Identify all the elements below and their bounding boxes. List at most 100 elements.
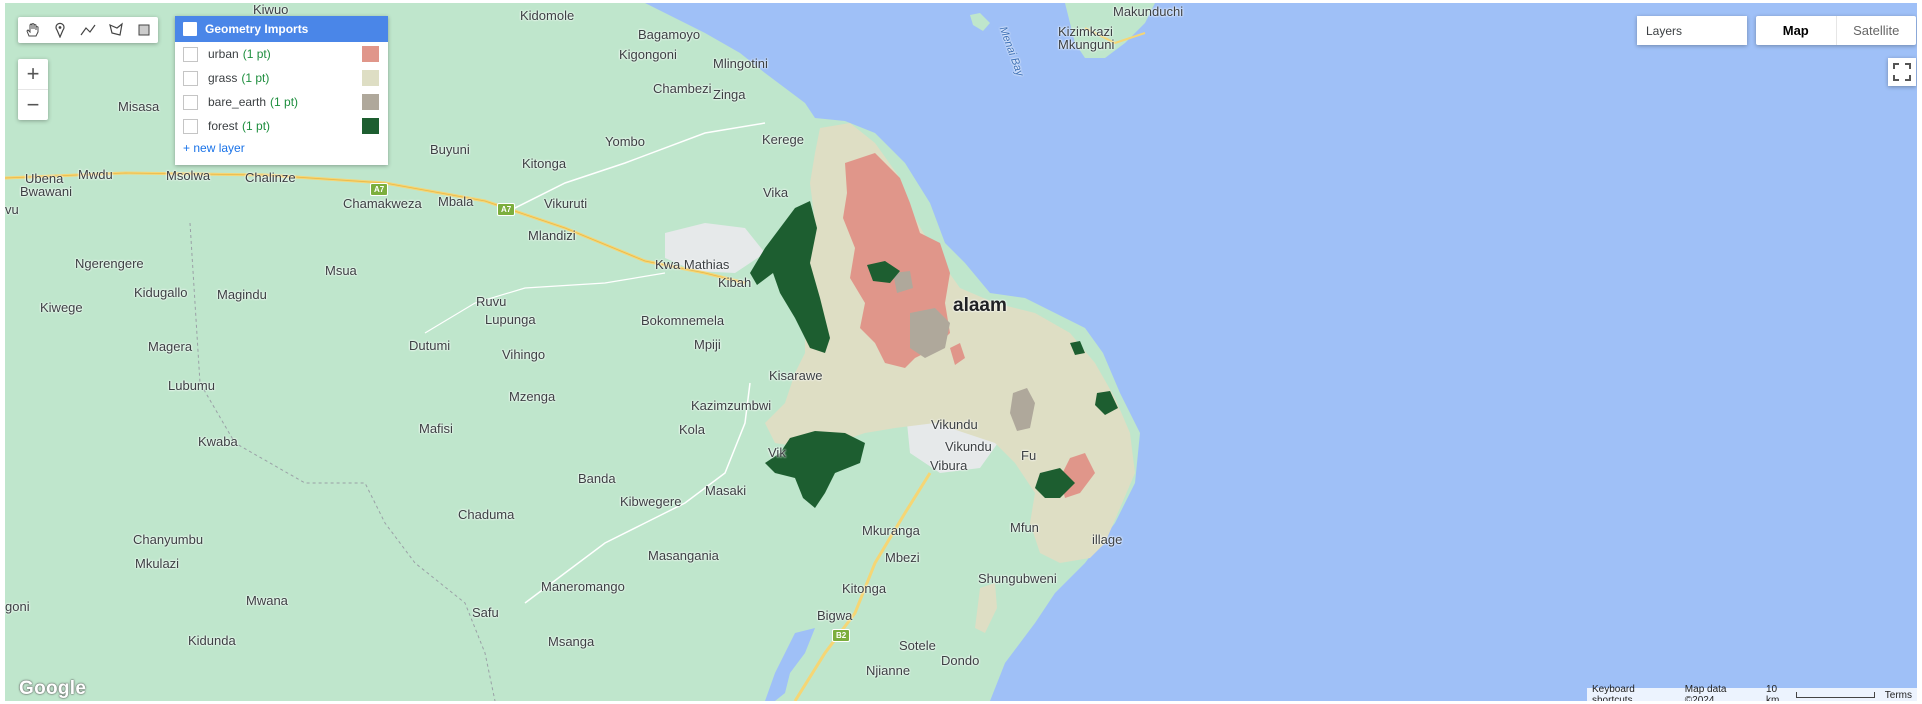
map-canvas[interactable]: Kiwuo Kidomole Bagamoyo Makunduchi Kizimkazi… (5, 3, 1917, 701)
layer-row-bare-earth[interactable]: bare_earth (1 pt) (175, 90, 388, 114)
hand-tool-icon[interactable] (18, 17, 46, 43)
place-label: Bigwa (817, 608, 853, 623)
zoom-out-button[interactable]: − (18, 89, 48, 120)
place-label: Msua (325, 263, 357, 278)
map-data-attribution: Map data ©2024 (1684, 684, 1727, 701)
sandbar (975, 583, 997, 633)
road-white-3 (424, 272, 666, 334)
place-label: Kibwegere (620, 494, 682, 509)
place-label: Kola (679, 422, 706, 437)
drawing-toolbar (18, 17, 158, 43)
overlay-bare (910, 308, 950, 358)
road-white-2 (524, 382, 751, 604)
layer-checkbox[interactable] (183, 70, 198, 86)
fullscreen-icon (1893, 63, 1911, 81)
map-type-map-button[interactable]: Map (1782, 23, 1809, 38)
city-label-dar-es-salaam: alaam (953, 295, 1007, 316)
place-label: Lubumu (168, 378, 215, 393)
overlay-forest (750, 201, 830, 353)
place-label: Vik (768, 445, 786, 460)
layer-label: bare_earth (208, 95, 267, 109)
place-label: vu (5, 202, 19, 217)
place-label: Mafisi (419, 421, 453, 436)
place-label: Mpiji (694, 337, 721, 352)
place-label: Safu (472, 605, 499, 620)
lagoon (765, 628, 815, 701)
scale-bar-graphic (1795, 692, 1875, 698)
place-label: Kigongoni (619, 47, 677, 62)
layers-dropdown[interactable]: Layers (1637, 16, 1747, 45)
place-label: Mlingotini (713, 56, 768, 71)
layer-checkbox[interactable] (183, 94, 198, 110)
place-label: Ngerengere (75, 256, 144, 271)
place-label: Dondo (941, 653, 980, 668)
geometry-imports-title: Geometry Imports (205, 22, 309, 36)
place-label: goni (5, 599, 30, 614)
place-label: Kazimzumbwi (691, 398, 772, 413)
place-label: Misasa (118, 99, 160, 114)
map-base-layer (5, 3, 1917, 701)
place-label: Kerege (762, 132, 804, 147)
place-label: Chalinze (245, 170, 296, 185)
place-label: Makunduchi (1113, 4, 1184, 19)
hand-icon (26, 22, 39, 37)
layer-color-swatch[interactable] (362, 70, 379, 86)
place-label: Sotele (899, 638, 936, 653)
place-label: Msolwa (166, 168, 211, 183)
place-label: Ubena (25, 171, 64, 186)
zoom-in-button[interactable]: + (26, 61, 40, 86)
place-label: Kitonga (522, 156, 567, 171)
island-small (970, 13, 990, 31)
road-shield: A7 (497, 203, 516, 216)
geometry-imports-panel: Geometry Imports urban (1 pt) grass (1 p… (175, 16, 388, 165)
place-label: Kidomole (520, 8, 575, 23)
island (1065, 3, 1155, 58)
place-label: Chambezi (653, 81, 712, 96)
place-label: Mbala (438, 194, 474, 209)
terms-link[interactable]: Terms (1884, 689, 1913, 701)
layer-color-swatch[interactable] (362, 94, 379, 110)
polygon-icon (109, 22, 123, 36)
place-label: Kisarawe (769, 368, 823, 383)
place-label: Vika (763, 185, 789, 200)
imports-toggle-checkbox[interactable] (183, 22, 197, 36)
place-label: Kiwege (40, 300, 83, 315)
place-label: Mbezi (885, 550, 920, 565)
place-label: Fu (1021, 448, 1037, 463)
layer-color-swatch[interactable] (362, 46, 379, 62)
place-label: Mfun (1010, 520, 1039, 535)
layer-row-forest[interactable]: forest (1 pt) (175, 114, 388, 138)
polygon-tool-icon[interactable] (102, 17, 130, 43)
place-label: Kibah (718, 275, 752, 290)
place-label: Lupunga (485, 312, 536, 327)
layer-row-urban[interactable]: urban (1 pt) (175, 42, 388, 66)
layer-row-grass[interactable]: grass (1 pt) (175, 66, 388, 90)
road-shield: B2 (832, 629, 851, 642)
marker-tool-icon[interactable] (46, 17, 74, 43)
scale-bar[interactable]: 10 km (1761, 684, 1880, 701)
geometry-imports-header[interactable]: Geometry Imports (175, 16, 388, 42)
map-type-satellite-button[interactable]: Satellite (1835, 16, 1917, 45)
layer-checkbox[interactable] (183, 46, 198, 62)
place-label: Chaduma (458, 507, 515, 522)
scale-label: 10 km (1765, 684, 1780, 701)
place-label: Kitonga (842, 581, 887, 596)
place-label: Bagamoyo (638, 27, 701, 42)
road-white (504, 122, 766, 214)
layer-checkbox[interactable] (183, 118, 198, 134)
overlay-bare-3 (893, 271, 913, 293)
rectangle-tool-icon[interactable] (130, 17, 158, 43)
layer-point-count: (1 pt) (241, 71, 270, 85)
layer-color-swatch[interactable] (362, 118, 379, 134)
place-label: Buyuni (430, 142, 470, 157)
fullscreen-button[interactable] (1888, 58, 1916, 86)
zoom-control: + − (18, 59, 48, 120)
place-label: Bokomnemela (641, 313, 725, 328)
keyboard-shortcuts-link[interactable]: Keyboard shortcuts (1592, 684, 1635, 701)
place-label: Shungubweni (978, 571, 1057, 586)
overlay-forest-2 (765, 431, 865, 508)
place-label: Chanyumbu (133, 532, 204, 547)
line-tool-icon[interactable] (74, 17, 102, 43)
new-layer-link[interactable]: + new layer (183, 141, 245, 155)
road-minor (1084, 27, 1146, 45)
